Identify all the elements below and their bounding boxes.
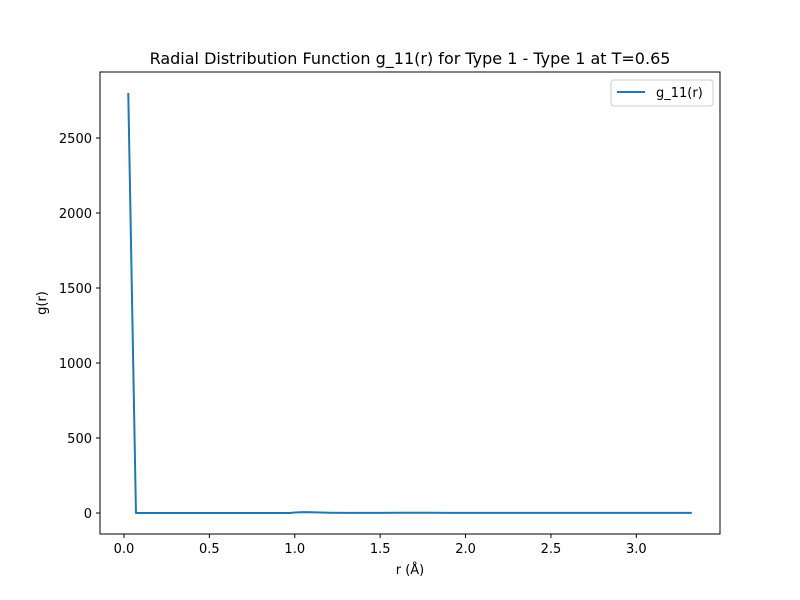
- legend: g_11(r): [610, 79, 714, 107]
- y-tick-label: 0: [84, 507, 92, 522]
- plot-lines: [127, 92, 692, 514]
- y-axis-label: g(r): [35, 291, 50, 315]
- chart-title: Radial Distribution Function g_11(r) for…: [150, 49, 671, 69]
- y-tick-label: 2500: [59, 132, 92, 147]
- legend-box: [610, 79, 714, 107]
- x-tick-label: 0.0: [114, 542, 135, 557]
- x-tick-label: 0.5: [199, 542, 220, 557]
- x-axis-label: r (Å): [396, 562, 425, 578]
- plot-area-frame: [99, 71, 721, 535]
- legend-label: g_11(r): [656, 86, 703, 101]
- y-tick-label: 500: [67, 432, 92, 447]
- y-tick-label: 1500: [59, 282, 92, 297]
- y-tick-label: 2000: [59, 207, 92, 222]
- x-tick-label: 3.0: [626, 542, 647, 557]
- x-axis: 0.0 0.5 1.0 1.5 2.0 2.5 3.0: [114, 534, 647, 557]
- y-axis: 0 500 1000 1500 2000 2500: [59, 132, 100, 522]
- x-tick-label: 2.5: [541, 542, 562, 557]
- x-tick-label: 1.0: [284, 542, 305, 557]
- series-line-0: [127, 92, 692, 514]
- x-tick-label: 1.5: [370, 542, 391, 557]
- x-tick-label: 2.0: [455, 542, 476, 557]
- y-tick-label: 1000: [59, 357, 92, 372]
